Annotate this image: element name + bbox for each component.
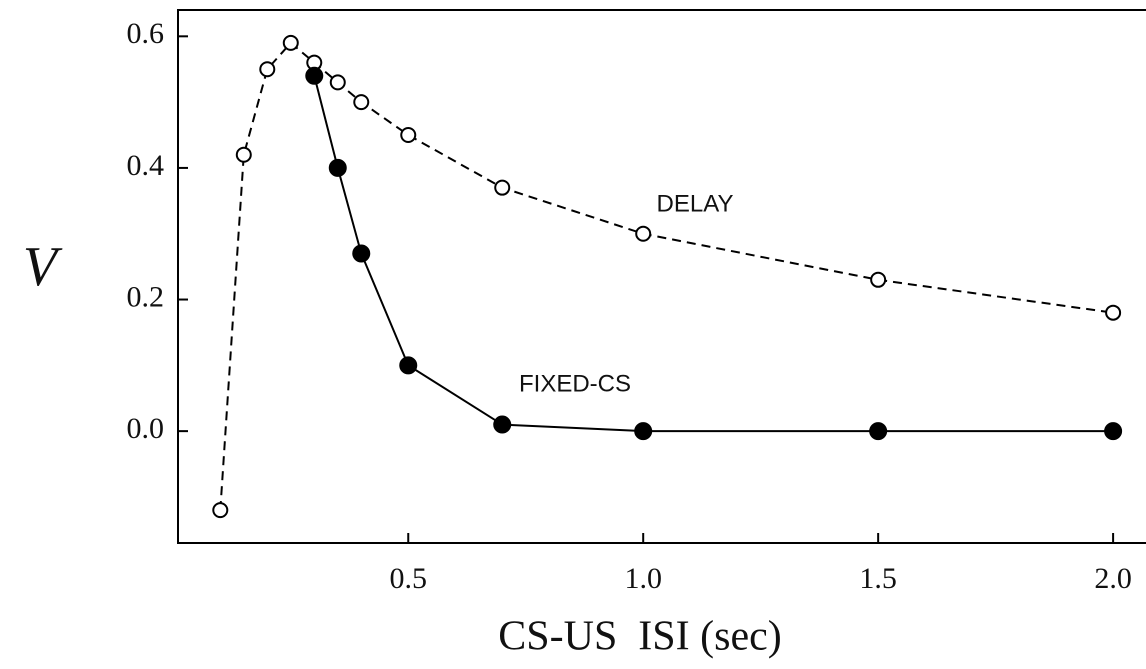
y-tick-label: 0.0 — [127, 412, 165, 445]
data-point — [352, 244, 371, 263]
plot-frame — [177, 9, 1146, 544]
series-label: FIXED-CS — [519, 370, 631, 397]
y-tick-label: 0.4 — [127, 149, 165, 182]
x-tick-label: 1.5 — [859, 562, 897, 595]
data-point — [870, 271, 887, 288]
data-point — [353, 94, 370, 111]
series-line — [313, 75, 1114, 433]
data-point — [329, 74, 346, 91]
data-point — [493, 415, 512, 434]
data-point — [494, 179, 511, 196]
data-point — [305, 66, 324, 85]
x-axis-label: CS-US ISI (sec) — [498, 614, 781, 660]
data-point — [328, 158, 347, 177]
y-tick-label: 0.6 — [127, 17, 165, 50]
data-point — [399, 356, 418, 375]
x-tick-label: 1.0 — [624, 562, 662, 595]
data-point — [212, 502, 229, 519]
x-tick-label: 2.0 — [1094, 562, 1132, 595]
data-point — [634, 422, 653, 441]
data-point — [869, 422, 888, 441]
series-label: DELAY — [657, 190, 734, 217]
data-point — [1105, 304, 1122, 321]
data-point — [259, 61, 276, 78]
series-line — [219, 41, 1114, 511]
y-tick-label: 0.2 — [127, 280, 165, 313]
data-point — [235, 146, 252, 163]
y-axis-label: V — [23, 236, 63, 298]
data-point — [1104, 422, 1123, 441]
data-point — [282, 34, 299, 51]
data-point — [635, 225, 652, 242]
x-tick-label: 0.5 — [390, 562, 428, 595]
data-point — [400, 127, 417, 144]
